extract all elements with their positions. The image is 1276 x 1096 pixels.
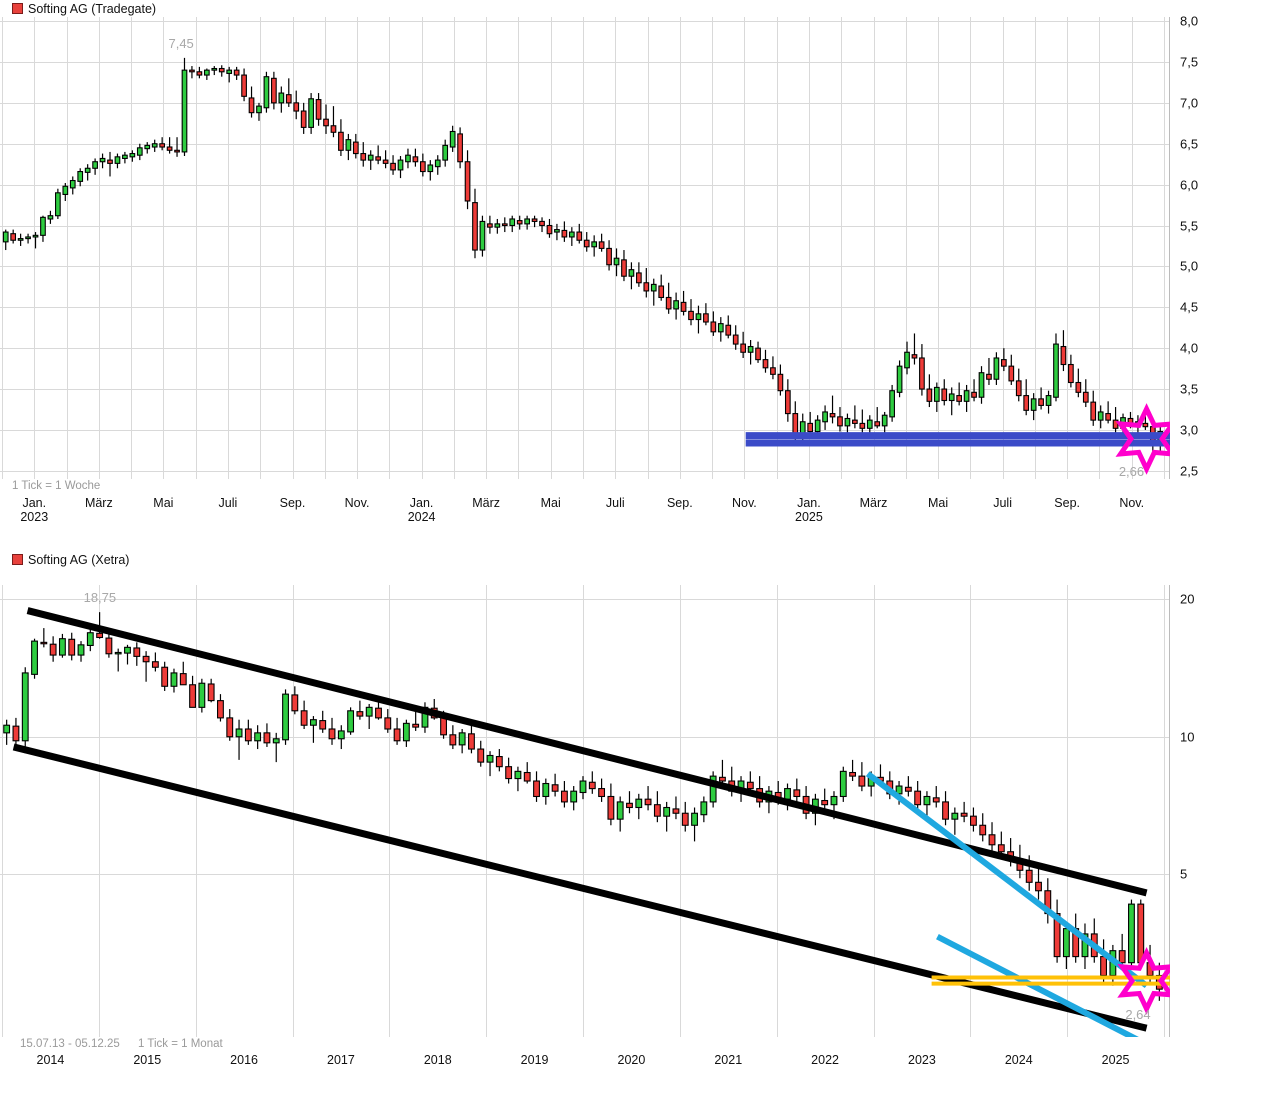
y-axis-tradegate: 8,0 7,5 7,0 6,5 6,0 5,5 5,0 4,5 4,0 3,5 3,0 2,5 bbox=[1180, 13, 1250, 479]
black-channel-upper bbox=[26, 607, 1148, 897]
y-axis-tick-label: 10 bbox=[1180, 729, 1195, 745]
cyan-trend-lower bbox=[936, 933, 1139, 1037]
y-axis-tick-label: 5 bbox=[1180, 866, 1188, 882]
cyan-trend-upper bbox=[865, 771, 1149, 989]
x-axis-tick-label: 2020 bbox=[617, 1053, 646, 1067]
x-axis-tick-label: 2023 bbox=[908, 1053, 936, 1067]
y-axis-tick-label: 6,5 bbox=[1180, 136, 1199, 152]
chart-title-tradegate: Softing AG (Tradegate) bbox=[12, 2, 156, 16]
chart-title-text: Softing AG (Xetra) bbox=[28, 553, 130, 567]
x-axis-tick-label: 2016 bbox=[230, 1053, 258, 1067]
legend-swatch-icon bbox=[12, 554, 23, 565]
x-axis-tick-label: Juli bbox=[605, 496, 625, 510]
y-axis-tick-label: 8,0 bbox=[1180, 13, 1199, 29]
x-axis-tick-label: 2022 bbox=[811, 1053, 839, 1067]
y-axis-tick-label: 4,0 bbox=[1180, 340, 1199, 356]
x-axis-tick-label: März bbox=[859, 496, 888, 510]
date-range-note-xetra: 15.07.13 - 05.12.25 bbox=[20, 1038, 120, 1050]
chart-panel-tradegate: Softing AG (Tradegate) 8,0 7,5 7,0 6,5 6,0 5,… bbox=[0, 0, 1276, 545]
x-axis-tick-label: Juli bbox=[993, 496, 1012, 510]
magenta-star-marker bbox=[1115, 403, 1170, 475]
x-axis-tick-label: Nov. bbox=[344, 496, 370, 510]
chart-title-text: Softing AG (Tradegate) bbox=[28, 2, 157, 16]
x-axis-tick-label: 2018 bbox=[423, 1053, 452, 1067]
x-axis-tick-label: 2024 bbox=[1004, 1053, 1033, 1067]
x-axis-tick-label: Mai bbox=[540, 496, 561, 510]
x-axis-tick-label: 2021 bbox=[714, 1053, 743, 1067]
x-axis-tick-label: 2015 bbox=[133, 1053, 162, 1067]
x-axis-tick-label: März bbox=[84, 496, 113, 510]
x-axis-tick-label: Nov. bbox=[1119, 496, 1145, 510]
y-axis-tick-label: 3,0 bbox=[1180, 422, 1199, 438]
y-axis-tick-label: 6,0 bbox=[1180, 177, 1199, 193]
x-axis-tick-label: Jan. 2023 bbox=[20, 496, 49, 524]
legend-swatch-icon bbox=[12, 3, 23, 14]
x-axis-tick-label: 2019 bbox=[520, 1053, 549, 1067]
x-axis-tick-label: Jan. 2024 bbox=[407, 496, 436, 524]
x-axis-tick-label: Jan. 2025 bbox=[795, 496, 823, 524]
x-axis-tick-label: Sep. bbox=[1054, 496, 1081, 510]
period-high-label-tradegate: 7,45 bbox=[168, 35, 194, 51]
period-low-label-xetra: 2,64 bbox=[1125, 1006, 1151, 1022]
x-axis-tick-label: März bbox=[472, 496, 501, 510]
y-axis-tick-label: 7,0 bbox=[1180, 95, 1199, 111]
y-axis-tick-label: 5,0 bbox=[1180, 258, 1199, 274]
y-axis-tick-label: 20 bbox=[1180, 591, 1195, 607]
x-axis-tick-label: Juli bbox=[218, 496, 238, 510]
period-low-label-tradegate: 2,66 bbox=[1118, 463, 1145, 479]
x-axis-tick-label: Mai bbox=[153, 496, 174, 510]
tick-note-xetra: 1 Tick = 1 Monat bbox=[138, 1038, 223, 1050]
x-axis-tick-label: Sep. bbox=[666, 496, 693, 510]
x-axis-tick-label: Mai bbox=[927, 496, 949, 510]
tick-note-tradegate: 1 Tick = 1 Woche bbox=[12, 480, 101, 492]
x-axis-tick-label: Nov. bbox=[731, 496, 757, 510]
candlestick-series bbox=[2, 57, 1164, 458]
x-axis-tick-label: 2025 bbox=[1101, 1053, 1130, 1067]
y-axis-tick-label: 4,5 bbox=[1180, 299, 1199, 315]
x-axis-tick-label: 2014 bbox=[36, 1053, 65, 1067]
y-axis-tick-label: 7,5 bbox=[1180, 54, 1199, 70]
y-axis-tick-label: 2,5 bbox=[1180, 463, 1199, 479]
chart-panel-xetra: Softing AG (Xetra) 20 10 5 2014 2015 2016 201… bbox=[0, 551, 1276, 1096]
x-axis-tick-label: Sep. bbox=[279, 496, 306, 510]
plot-area-xetra[interactable] bbox=[0, 585, 1170, 1037]
y-axis-tick-label: 3,5 bbox=[1180, 381, 1199, 397]
x-axis-tick-label: 2017 bbox=[327, 1053, 355, 1067]
period-high-label-xetra: 18,75 bbox=[83, 590, 117, 606]
chart-title-xetra: Softing AG (Xetra) bbox=[12, 553, 129, 567]
plot-area-tradegate[interactable] bbox=[0, 17, 1170, 479]
y-axis-tick-label: 5,5 bbox=[1180, 218, 1199, 233]
y-axis-xetra: 20 10 5 bbox=[1180, 585, 1250, 1037]
black-channel-lower bbox=[12, 743, 1148, 1032]
magenta-star-marker bbox=[1117, 947, 1170, 1015]
